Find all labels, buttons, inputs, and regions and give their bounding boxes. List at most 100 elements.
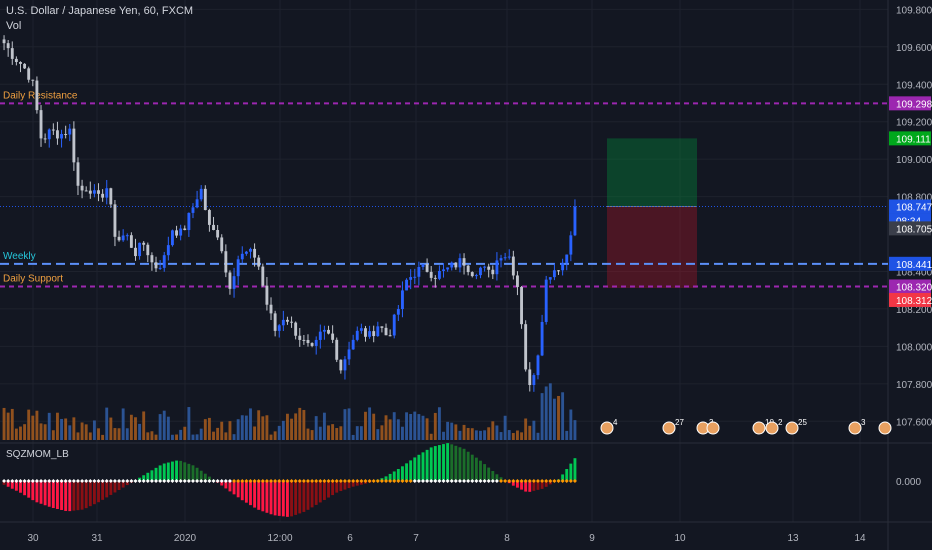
event-count: 4: [613, 418, 618, 427]
momentum-bar: [244, 481, 248, 503]
squeeze-dot: [137, 479, 142, 483]
squeeze-dot: [264, 479, 269, 483]
volume-bar: [524, 418, 528, 440]
momentum-bar: [322, 481, 326, 500]
price-tick: 109.000: [896, 155, 932, 166]
momentum-bar: [520, 481, 523, 490]
squeeze-dot: [248, 479, 253, 483]
volume-bar: [203, 419, 207, 440]
squeeze-dot: [441, 479, 446, 483]
volume-bar: [244, 415, 248, 440]
momentum-bar: [413, 457, 417, 481]
volume-bar: [409, 413, 413, 440]
candle-body: [64, 134, 68, 136]
squeeze-dot: [166, 479, 171, 483]
momentum-bar: [199, 470, 203, 481]
volume-bar: [343, 409, 347, 440]
volume-bar: [6, 412, 10, 440]
price-tick: 109.200: [896, 118, 932, 129]
squeeze-dot: [75, 479, 80, 483]
volume-bar: [466, 427, 470, 440]
squeeze-dot: [515, 479, 520, 483]
squeeze-dot: [412, 479, 417, 483]
volume-bar: [273, 431, 277, 440]
volume-bar: [154, 434, 158, 440]
candle-body: [97, 190, 100, 194]
momentum-bar: [269, 481, 273, 515]
time-tick: 9: [589, 533, 595, 544]
volume-bar: [101, 434, 105, 440]
momentum-bar: [565, 469, 569, 481]
volume-bar: [536, 432, 540, 440]
candle-body: [479, 267, 482, 276]
volume-bar: [396, 419, 400, 440]
momentum-bar: [6, 481, 10, 487]
volume-bar: [171, 434, 174, 440]
candle-body: [273, 313, 277, 331]
price-tag-label: 108.441: [896, 260, 932, 271]
candle-body: [372, 331, 376, 337]
squeeze-dot: [14, 479, 19, 483]
volume-bar: [446, 421, 450, 440]
oscillator-tick: 0.000: [896, 477, 921, 488]
volume-bar: [462, 424, 466, 440]
volume-bar: [109, 417, 113, 440]
time-tick: 8: [504, 533, 510, 544]
volume-bar: [507, 430, 511, 440]
squeeze-dot: [285, 479, 290, 483]
price-tag-label: 109.111: [896, 134, 931, 145]
squeeze-dot: [154, 479, 159, 483]
price-tick: 108.400: [896, 267, 932, 278]
squeeze-dot: [158, 479, 163, 483]
volume-bar: [437, 407, 441, 440]
squeeze-dot: [351, 479, 356, 483]
momentum-bar: [72, 481, 76, 511]
momentum-bar: [187, 463, 191, 481]
candle-body: [121, 235, 125, 241]
candle-body: [561, 262, 565, 271]
candle-body: [425, 264, 429, 272]
candle-body: [146, 244, 150, 256]
momentum-bar: [105, 481, 109, 498]
axes: 109.800 109.600 109.400 109.200 109.000 108.8…: [27, 5, 932, 544]
squeeze-dot: [433, 479, 438, 483]
squeeze-dot: [80, 479, 85, 483]
squeeze-dot: [556, 479, 561, 483]
volume-bar: [561, 392, 565, 440]
volume-bar: [43, 424, 47, 440]
squeeze-dot: [26, 479, 31, 483]
level-lines[interactable]: Daily Resistance Weekly Daily Support: [0, 90, 888, 288]
price-tag: [889, 292, 931, 307]
volume-bar: [232, 434, 236, 440]
momentum-bar: [479, 460, 482, 481]
momentum-bar: [405, 463, 408, 481]
long-position-tool[interactable]: [0, 138, 888, 288]
momentum-bar: [158, 465, 162, 481]
volume-bar: [544, 386, 548, 440]
volume-bar: [261, 416, 265, 440]
squeeze-dot: [149, 479, 154, 483]
momentum-bar: [532, 481, 536, 491]
candle-body: [265, 285, 269, 305]
economic-events[interactable]: 4273102253: [600, 418, 892, 435]
momentum-bar: [35, 481, 39, 503]
candle-body: [269, 304, 273, 314]
volume-bar: [228, 421, 232, 440]
candlesticks: [2, 35, 577, 392]
candle-body: [306, 339, 310, 344]
volume-bar: [257, 410, 261, 440]
candle-body: [499, 258, 503, 261]
volume-bar: [35, 410, 39, 440]
candle-body: [76, 162, 80, 186]
candle-body: [56, 130, 59, 139]
volume-bar: [47, 412, 51, 440]
squeeze-dot: [548, 479, 553, 483]
event-flag-icon: [706, 421, 720, 435]
candle-body: [384, 327, 388, 336]
volume-bar: [298, 407, 302, 440]
candle-body: [35, 80, 39, 111]
squeeze-dot: [203, 479, 208, 483]
momentum-bar: [318, 481, 322, 503]
candle-body: [212, 224, 215, 231]
